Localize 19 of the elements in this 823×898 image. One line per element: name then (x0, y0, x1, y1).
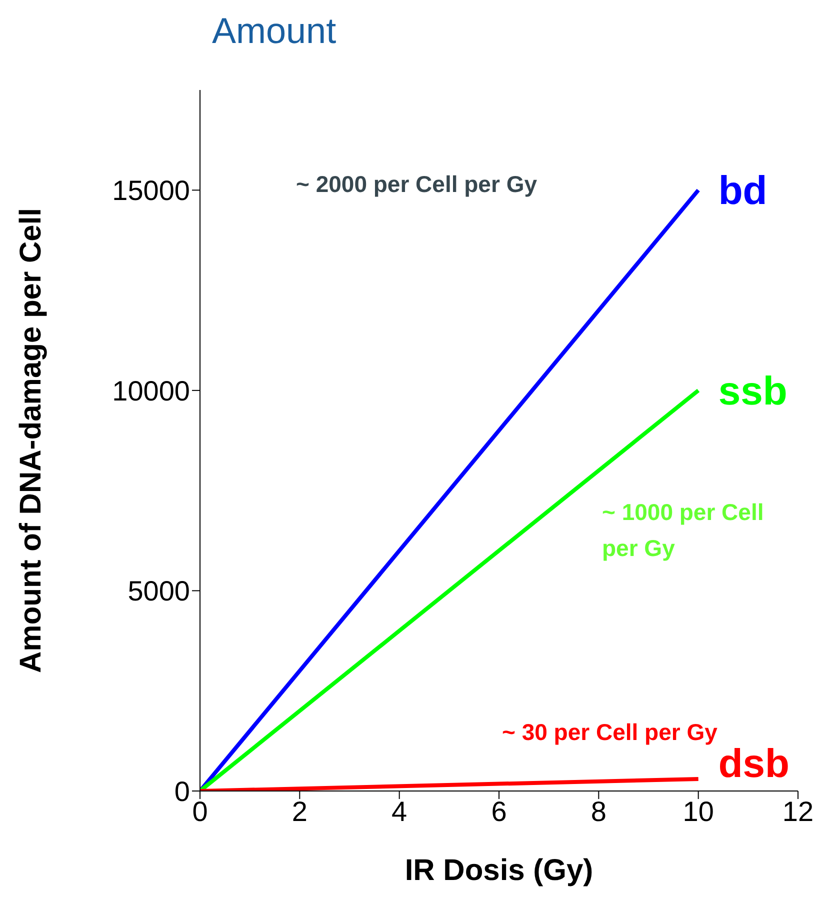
y-tick-label: 5000 (128, 576, 190, 607)
chart-title: Amount (212, 10, 336, 52)
y-tick-label: 15000 (112, 175, 190, 206)
x-tick-label: 8 (590, 796, 606, 827)
series-label: bd (718, 169, 768, 214)
x-tick-label: 6 (491, 796, 507, 827)
y-tick-label: 10000 (112, 375, 190, 406)
annotation: ~ 1000 per Cell per Gy (602, 498, 765, 563)
x-tick-label: 12 (782, 796, 814, 827)
series-label: dsb (718, 742, 790, 786)
x-tick-label: 4 (392, 796, 408, 827)
y-axis-title: Amount of DNA-damage per Cell (14, 208, 48, 674)
x-axis-title: IR Dosis (Gy) (404, 854, 594, 887)
x-tick-label: 2 (292, 796, 308, 827)
y-tick-label: 0 (174, 776, 190, 807)
annotation: ~ 2000 per Cell per Gy (296, 170, 538, 199)
series-label: ssb (718, 369, 788, 414)
annotation: ~ 30 per Cell per Gy (502, 719, 718, 745)
x-tick-label: 10 (682, 796, 714, 827)
